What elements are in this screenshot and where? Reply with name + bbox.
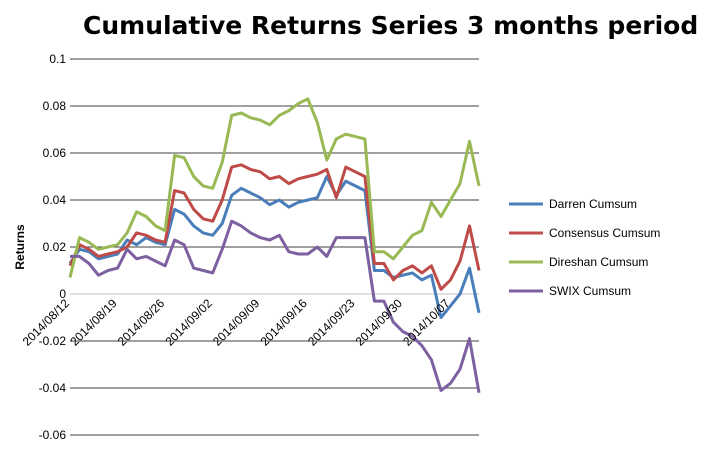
series-line-3 — [70, 219, 481, 393]
series-line-2 — [68, 97, 481, 278]
y-tick-label: -0.04 — [39, 381, 67, 395]
y-tick-labels: -0.06 -0.04 -0.02 0 0.02 0.04 0.06 0.08 0.1 — [39, 52, 67, 442]
legend: Darren Cumsum Consensus Cumsum Direshan Cu… — [509, 197, 660, 298]
y-tick-label: -0.06 — [39, 428, 67, 442]
legend-label: SWIX Cumsum — [549, 284, 631, 298]
y-tick-label: 0 — [59, 287, 66, 301]
series-line-0 — [68, 175, 481, 319]
y-tick-label: 0.08 — [43, 99, 67, 113]
y-tick-label: 0.02 — [43, 240, 67, 254]
series-lines — [68, 97, 481, 393]
legend-label: Consensus Cumsum — [549, 226, 660, 240]
y-tick-label: 0.04 — [43, 193, 67, 207]
y-tick-label: 0.06 — [43, 146, 67, 160]
y-tick-label: -0.02 — [39, 334, 67, 348]
chart-title: Cumulative Returns Series 3 months perio… — [83, 11, 698, 40]
legend-label: Direshan Cumsum — [549, 255, 648, 269]
gridlines — [70, 58, 479, 436]
y-axis-label: Returns — [13, 224, 27, 270]
y-tick-label: 0.1 — [49, 52, 66, 66]
series-line-1 — [68, 163, 481, 291]
legend-label: Darren Cumsum — [549, 197, 637, 211]
